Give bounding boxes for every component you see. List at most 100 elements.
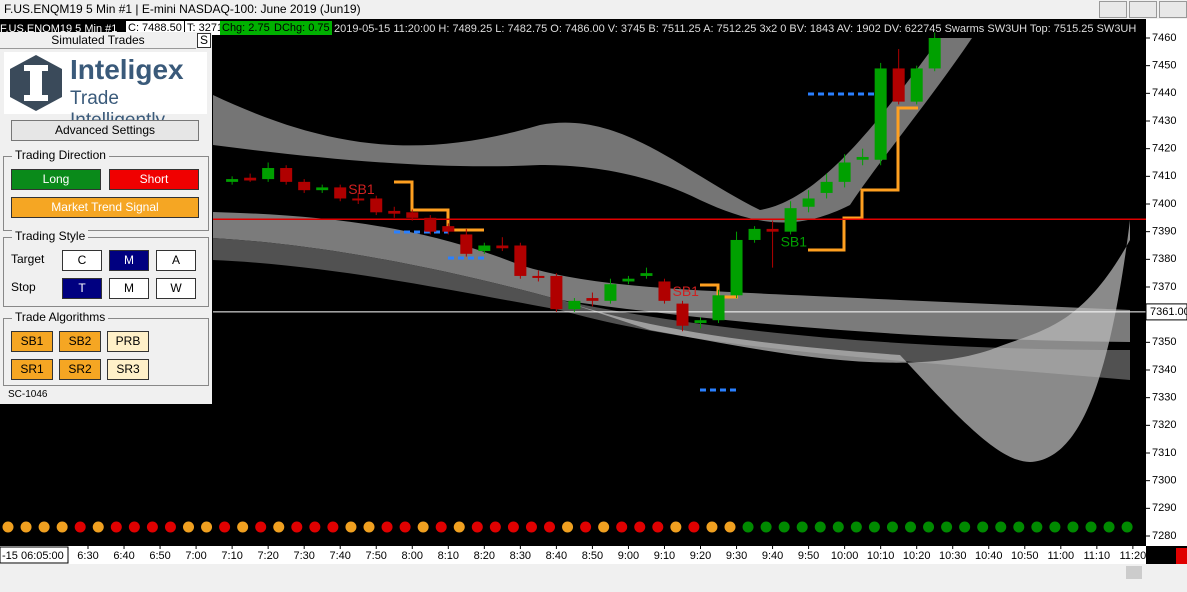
algorithm-button[interactable]: SR2 <box>59 359 101 380</box>
y-tick-label: 7340 <box>1152 364 1176 376</box>
candle-body <box>568 300 581 310</box>
x-tick-label: 6:30 <box>77 550 98 562</box>
signal-dot <box>309 521 321 533</box>
panel-header: Simulated Trades <box>0 32 196 49</box>
signal-dot <box>399 521 411 533</box>
signal-dot <box>417 521 429 533</box>
short-button[interactable]: Short <box>109 169 199 190</box>
candle-body <box>694 320 707 323</box>
x-tick-label: 6:40 <box>113 550 134 562</box>
candle <box>568 298 581 312</box>
maximize-button[interactable] <box>1129 1 1157 18</box>
x-tick-label: 11:10 <box>1083 550 1110 562</box>
stop-option[interactable]: M <box>109 278 149 299</box>
y-tick-label: 7370 <box>1152 281 1176 293</box>
window-title: F.US.ENQM19 5 Min #1 | E-mini NASDAQ-100… <box>4 2 361 16</box>
advanced-settings-button[interactable]: Advanced Settings <box>11 120 199 141</box>
signal-dot <box>724 521 736 533</box>
blue-targets <box>394 92 880 392</box>
x-tick-label: 9:40 <box>762 550 783 562</box>
algorithm-button[interactable]: SR1 <box>11 359 53 380</box>
stop-option[interactable]: W <box>156 278 196 299</box>
x-tick-label: 10:20 <box>903 550 931 562</box>
close-box: C: 7488.50 <box>126 21 184 35</box>
x-tick-label: 7:50 <box>366 550 387 562</box>
candle-body <box>676 303 689 326</box>
x-tick-label: 7:10 <box>221 550 242 562</box>
signal-dot <box>760 521 772 533</box>
x-tick-label: 6:50 <box>149 550 170 562</box>
candle <box>280 165 293 185</box>
y-tick-label: 7390 <box>1152 226 1176 238</box>
group-title: Trading Direction <box>12 148 109 162</box>
candle-body <box>604 284 617 301</box>
candle <box>514 242 527 279</box>
candle-body <box>244 177 257 181</box>
y-tick-label: 7400 <box>1152 198 1176 210</box>
candle-body <box>910 68 923 102</box>
panel-header-button[interactable]: S <box>197 33 211 48</box>
scroll-thumb[interactable] <box>1126 566 1142 579</box>
stop-line <box>808 106 918 252</box>
signal-dot <box>273 521 285 533</box>
close-button[interactable] <box>1159 1 1187 18</box>
x-tick-label: 10:10 <box>867 550 895 562</box>
signal-dot <box>832 521 844 533</box>
stop-line <box>394 180 484 232</box>
candle <box>496 237 509 252</box>
target-option[interactable]: C <box>62 250 102 271</box>
y-tick-label: 7300 <box>1152 475 1176 487</box>
signal-dot <box>1121 521 1133 533</box>
signal-dot <box>995 521 1007 533</box>
stop-option[interactable]: T <box>62 278 102 299</box>
signal-dot <box>74 521 86 533</box>
group-title: Trading Style <box>12 229 89 243</box>
logo-name: Inteligex <box>70 54 184 85</box>
signal-dot <box>489 521 501 533</box>
signal-dot <box>796 521 808 533</box>
candle <box>586 292 599 307</box>
signal-dot <box>255 521 267 533</box>
signal-dot <box>1013 521 1025 533</box>
candle-body <box>352 198 365 201</box>
x-tick-label: 8:40 <box>546 550 567 562</box>
minimize-button[interactable] <box>1099 1 1127 18</box>
trade-panel: Simulated Trades S Inteligex Trade Intel… <box>0 32 212 404</box>
algorithm-button[interactable]: SR3 <box>107 359 149 380</box>
signal-dot <box>598 521 610 533</box>
candle <box>658 278 671 304</box>
candle <box>748 226 761 243</box>
price-marker-box <box>1145 303 1187 321</box>
target-option[interactable]: A <box>156 250 196 271</box>
candle-body <box>874 68 887 160</box>
x-tick-label: 8:50 <box>582 550 603 562</box>
signal-dot <box>381 521 393 533</box>
candle-body <box>406 212 419 218</box>
bands <box>213 38 1130 462</box>
long-button[interactable]: Long <box>11 169 101 190</box>
signal-dot <box>1103 521 1115 533</box>
candle-body <box>802 198 815 207</box>
algorithm-button[interactable]: SB2 <box>59 331 101 352</box>
cursor-time-label: -15 06:05:00 <box>2 550 64 562</box>
logo: Inteligex Trade Intelligently <box>4 52 207 131</box>
candle-body <box>892 68 905 102</box>
algorithm-button[interactable]: SB1 <box>11 331 53 352</box>
target-option[interactable]: M <box>109 250 149 271</box>
scrollbar[interactable] <box>0 564 1187 581</box>
signal-dot <box>56 521 68 533</box>
candle <box>370 195 383 216</box>
candle-body <box>730 239 743 296</box>
candle-body <box>388 210 401 214</box>
signal-dot <box>128 521 140 533</box>
group-title: Trade Algorithms <box>12 310 109 324</box>
candle-body <box>622 278 635 282</box>
candle-body <box>370 198 383 213</box>
signal-dot <box>201 521 213 533</box>
algorithm-button[interactable]: PRB <box>107 331 149 352</box>
market-trend-button[interactable]: Market Trend Signal <box>11 197 199 218</box>
candle <box>622 275 635 285</box>
x-tick-label: 7:20 <box>257 550 278 562</box>
